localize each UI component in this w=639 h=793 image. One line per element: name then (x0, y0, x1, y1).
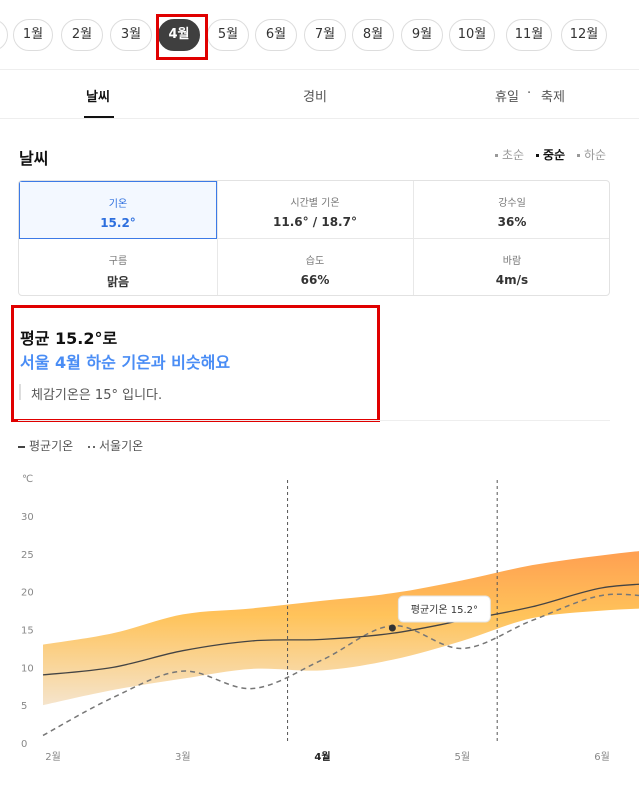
month-pill-partial[interactable] (0, 19, 8, 51)
stat-temperature[interactable]: 기온 15.2° (19, 181, 217, 239)
tab-holiday[interactable]: 휴일 (495, 90, 519, 105)
temperature-chart: 0 5 10 15 20 25 30 ℃ 평균기온 15.2° 2월 3월 4월 5월 6월 (21, 474, 639, 763)
tab-festival[interactable]: 축제 (541, 90, 565, 105)
dashed-line-icon (88, 445, 95, 448)
y-tick-label: 25 (21, 550, 34, 561)
month-pill[interactable]: 6월 (255, 19, 297, 51)
grid-divider (19, 238, 609, 239)
month-pill[interactable]: 4월 (158, 19, 200, 51)
period-late[interactable]: 하순 (577, 146, 606, 163)
summary-feels-like: 체감기온은 15° 입니다. (31, 388, 163, 403)
temperature-range-band (43, 551, 639, 706)
bullet-icon (495, 154, 498, 157)
x-tick-label: 6월 (594, 751, 610, 763)
month-pill[interactable]: 12월 (561, 19, 607, 51)
y-tick-label: 15 (21, 626, 34, 637)
y-axis-unit: ℃ (22, 474, 33, 485)
stat-hourly-temperature[interactable]: 시간별 기온 11.6° / 18.7° (273, 198, 357, 229)
stat-cloud[interactable]: 구름 맑음 (106, 256, 130, 289)
y-tick-label: 0 (21, 739, 27, 750)
month-pill[interactable]: 1월 (13, 19, 53, 51)
x-tick-label: 2월 (45, 751, 61, 763)
bullet-icon (536, 154, 539, 157)
period-mid[interactable]: 중순 (536, 146, 565, 163)
weather-stats-grid: 기온 15.2° 시간별 기온 11.6° / 18.7° 강수일 36% 구름… (18, 180, 610, 296)
stat-rain-days[interactable]: 강수일 36% (497, 198, 527, 229)
legend-average: 평균기온 (18, 437, 73, 454)
x-tick-label: 4월 (314, 751, 330, 763)
summary-comparison: 서울 4월 하순 기온과 비슷해요 (20, 353, 231, 372)
legend-seoul: 서울기온 (88, 437, 143, 454)
period-early[interactable]: 초순 (495, 146, 524, 163)
active-tab-indicator (84, 116, 114, 118)
bullet-icon (577, 154, 580, 157)
category-tabs: 날씨 경비 휴일 · 축제 (0, 70, 639, 119)
month-selector: 1월 2월 3월 4월 5월 6월 7월 8월 9월 10월 11월 12월 (0, 0, 639, 70)
stat-humidity[interactable]: 습도 66% (300, 256, 330, 287)
month-pill[interactable]: 8월 (352, 19, 394, 51)
y-tick-label: 20 (21, 588, 34, 599)
section-title: 날씨 (19, 149, 49, 168)
month-pill[interactable]: 10월 (449, 19, 495, 51)
solid-line-icon (18, 445, 25, 448)
y-tick-label: 30 (21, 512, 34, 523)
average-marker (388, 624, 396, 632)
month-pill[interactable]: 11월 (506, 19, 552, 51)
month-pill[interactable]: 7월 (304, 19, 346, 51)
x-tick-label: 5월 (454, 751, 470, 763)
x-tick-label: 3월 (175, 751, 191, 763)
tooltip-box (397, 595, 491, 623)
tab-separator: · (527, 86, 532, 101)
stat-wind[interactable]: 바람 4m/s (495, 256, 529, 287)
series-average-line (42, 583, 639, 676)
summary-average: 평균 15.2°로 (20, 329, 118, 348)
month-pill[interactable]: 5월 (207, 19, 249, 51)
y-tick-label: 10 (21, 663, 34, 674)
tab-scenery[interactable]: 경비 (303, 90, 327, 105)
selected-month-highlight (156, 14, 208, 60)
tooltip-label: 평균기온 15.2° (411, 604, 478, 616)
month-pill[interactable]: 2월 (61, 19, 103, 51)
y-tick-label: 5 (21, 701, 27, 712)
month-pill[interactable]: 9월 (401, 19, 443, 51)
quote-bar (19, 384, 21, 400)
tab-weather[interactable]: 날씨 (86, 90, 110, 105)
month-pill[interactable]: 3월 (110, 19, 152, 51)
section-divider (18, 420, 610, 421)
